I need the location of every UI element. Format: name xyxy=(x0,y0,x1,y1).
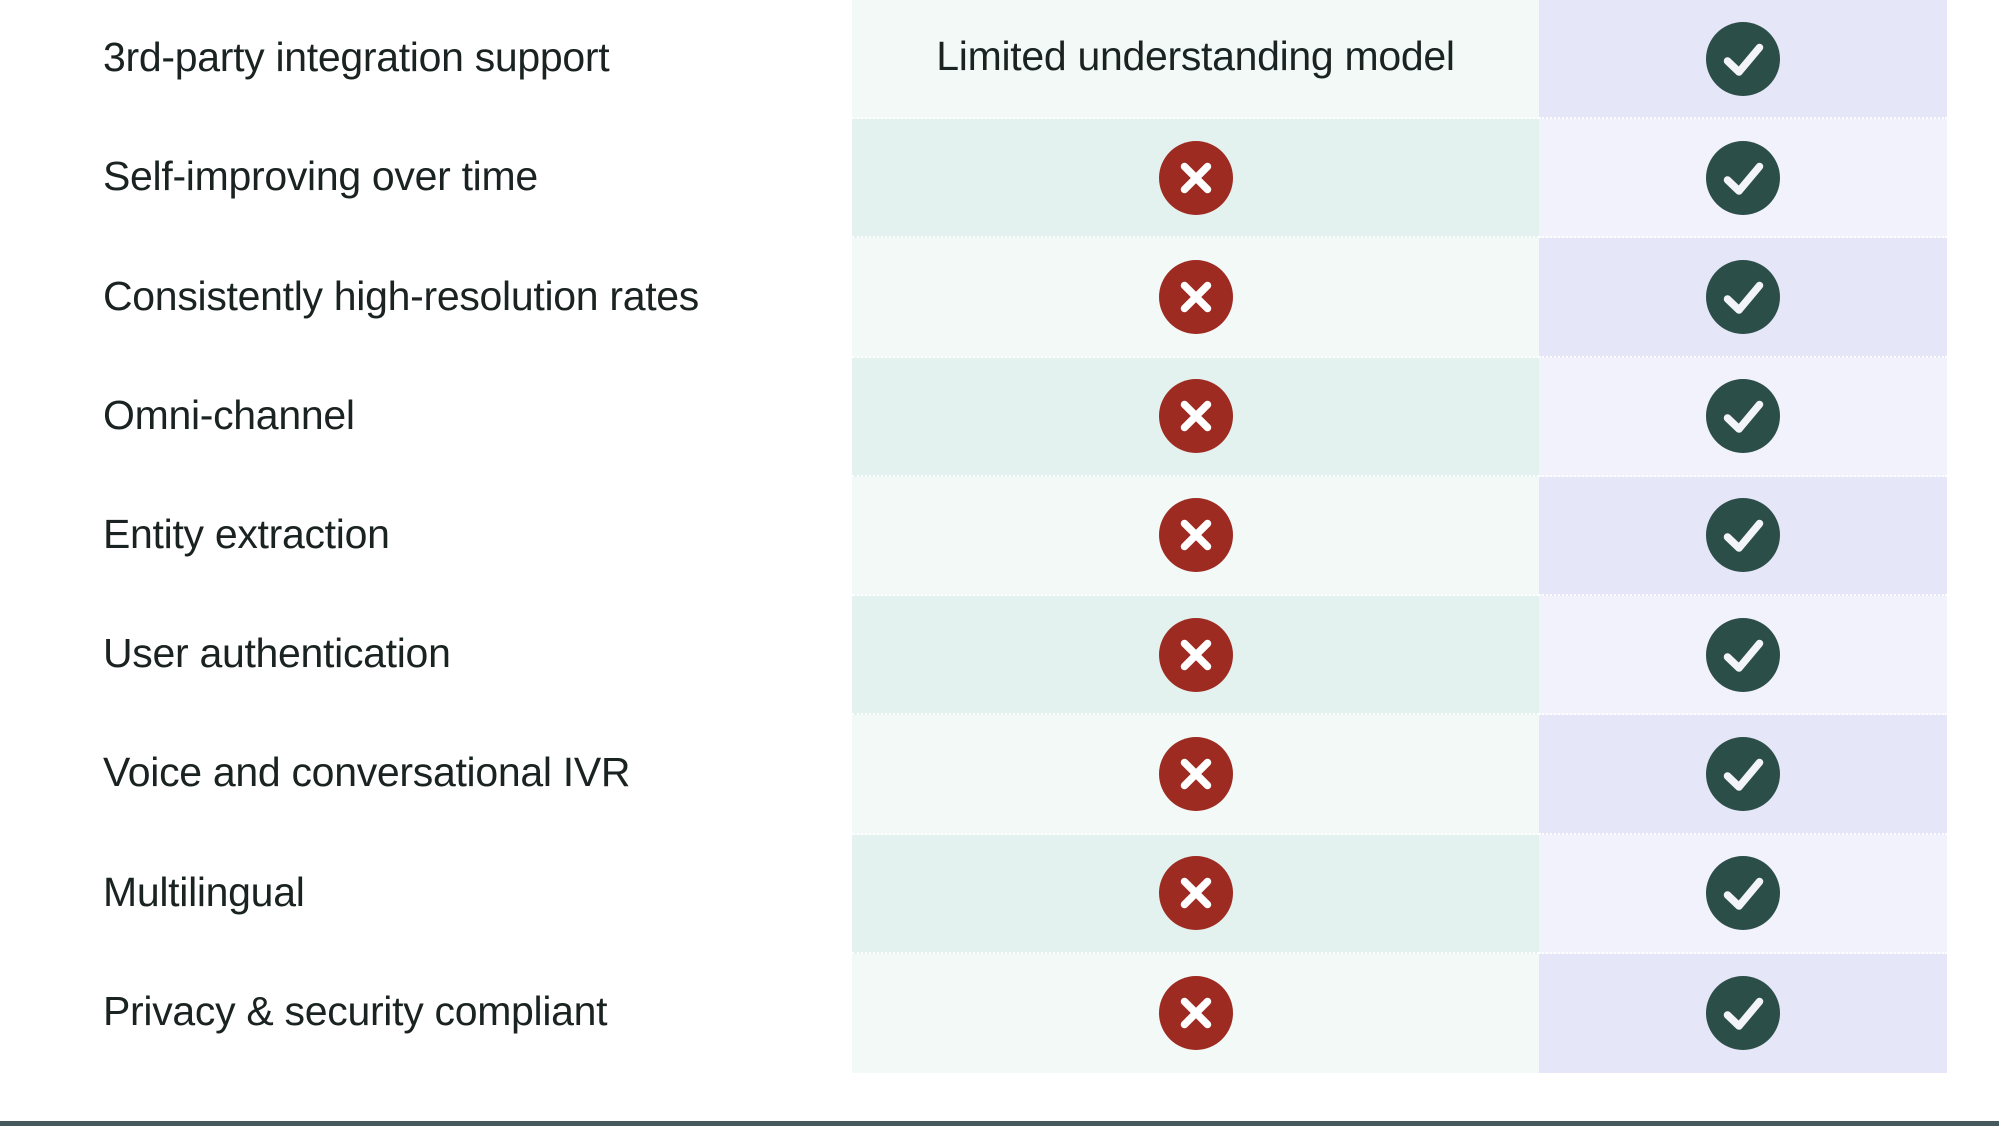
feature-cell: 3rd-party integration support xyxy=(0,0,852,119)
feature-cell: Voice and conversational IVR xyxy=(0,715,852,834)
table-row: Omni-channel xyxy=(0,357,1947,477)
cross-icon xyxy=(1158,498,1233,573)
feature-label: 3rd-party integration support xyxy=(103,34,610,81)
cross-icon xyxy=(1158,140,1233,215)
feature-cell: Entity extraction xyxy=(0,477,852,596)
check-icon xyxy=(1706,617,1780,692)
competitor-cell xyxy=(852,834,1539,954)
product-cell xyxy=(1539,596,1947,716)
cross-icon xyxy=(1158,379,1233,454)
table-row: Multilingual xyxy=(0,834,1947,954)
feature-label: Entity extraction xyxy=(103,510,390,557)
bottom-divider-bar xyxy=(0,1121,1999,1126)
check-icon xyxy=(1706,21,1780,96)
feature-cell: Consistently high-resolution rates xyxy=(0,238,852,357)
product-cell xyxy=(1539,119,1947,239)
cross-icon xyxy=(1158,617,1233,692)
competitor-cell xyxy=(852,119,1539,239)
feature-label: Privacy & security compliant xyxy=(103,987,608,1034)
cross-icon xyxy=(1158,856,1233,931)
feature-label: User authentication xyxy=(103,630,451,677)
table-row: Self-improving over time xyxy=(0,119,1947,239)
competitor-cell xyxy=(852,596,1539,716)
product-cell xyxy=(1539,834,1947,954)
competitor-cell xyxy=(852,953,1539,1073)
feature-label: Multilingual xyxy=(103,868,305,915)
competitor-note: Limited understanding model xyxy=(936,33,1455,80)
product-cell xyxy=(1539,476,1947,597)
cross-icon xyxy=(1158,736,1233,811)
competitor-cell: Limited understanding model xyxy=(852,0,1539,120)
feature-cell: Omni-channel xyxy=(0,358,852,477)
feature-comparison-table: 3rd-party integration support Limited und… xyxy=(0,0,1947,1073)
feature-label: Voice and conversational IVR xyxy=(103,749,631,796)
competitor-cell xyxy=(852,476,1539,597)
table-row: Consistently high-resolution rates xyxy=(0,238,1947,358)
feature-label: Self-improving over time xyxy=(103,153,538,200)
table-row: 3rd-party integration support Limited und… xyxy=(0,0,1947,120)
feature-cell: Self-improving over time xyxy=(0,119,852,238)
cross-icon xyxy=(1158,976,1233,1051)
check-icon xyxy=(1706,736,1780,811)
check-icon xyxy=(1706,856,1780,931)
feature-cell: User authentication xyxy=(0,596,852,715)
competitor-cell xyxy=(852,715,1539,835)
feature-cell: Privacy & security compliant xyxy=(0,954,852,1073)
check-icon xyxy=(1706,379,1780,454)
competitor-cell xyxy=(852,238,1539,358)
table-row: Voice and conversational IVR xyxy=(0,715,1947,835)
check-icon xyxy=(1706,260,1780,335)
product-cell xyxy=(1539,357,1947,477)
product-cell xyxy=(1539,715,1947,835)
table-row: User authentication xyxy=(0,596,1947,716)
competitor-cell xyxy=(852,357,1539,477)
table-row: Entity extraction xyxy=(0,476,1947,597)
product-cell xyxy=(1539,0,1947,120)
feature-cell: Multilingual xyxy=(0,835,852,954)
feature-label: Consistently high-resolution rates xyxy=(103,272,699,319)
check-icon xyxy=(1706,498,1780,573)
check-icon xyxy=(1706,140,1780,215)
product-cell xyxy=(1539,238,1947,358)
product-cell xyxy=(1539,953,1947,1073)
cross-icon xyxy=(1158,260,1233,335)
table-row: Privacy & security compliant xyxy=(0,953,1947,1073)
check-icon xyxy=(1706,976,1780,1051)
feature-label: Omni-channel xyxy=(103,391,355,438)
